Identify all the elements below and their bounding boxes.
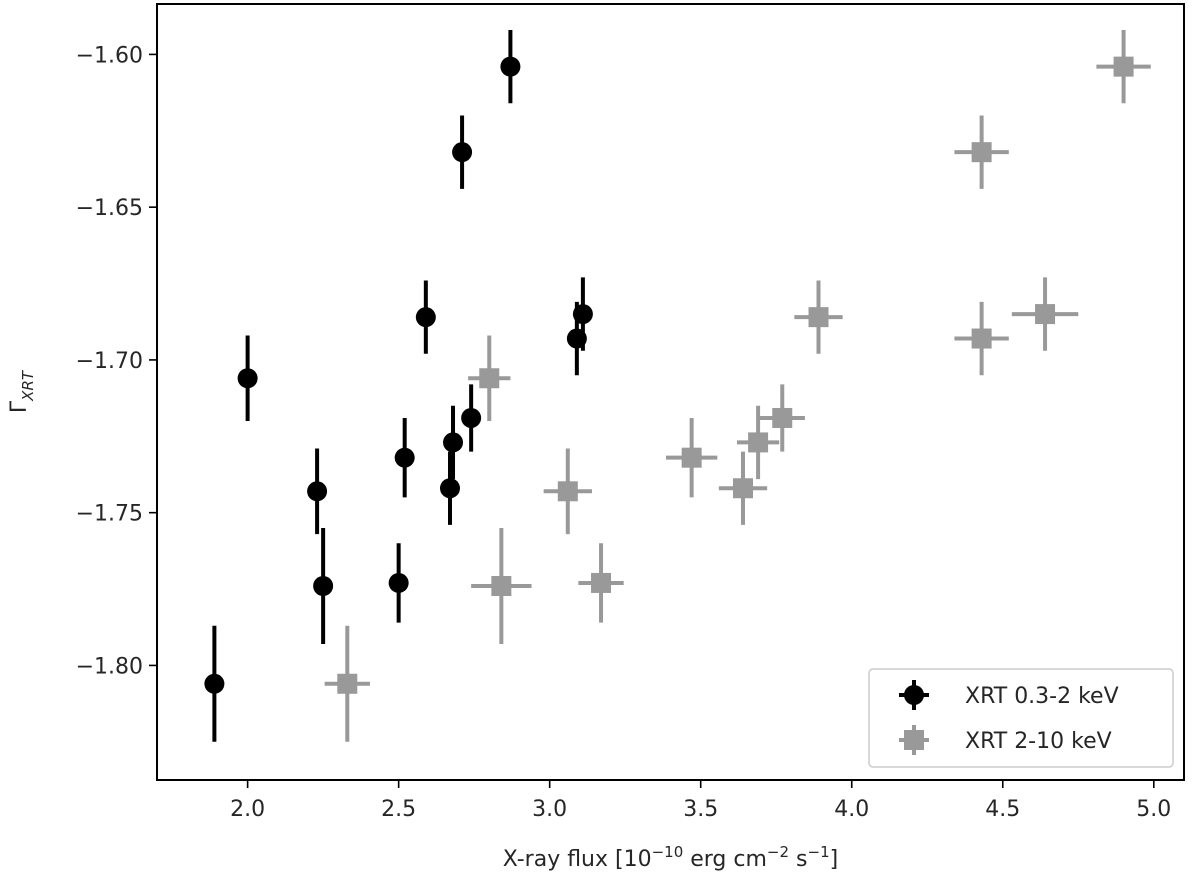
data-point-circle <box>394 447 415 468</box>
data-point-circle <box>313 576 334 596</box>
data-point-circle <box>388 572 409 593</box>
axis-ticks: 2.0 2.5 3.0 3.5 4.0 4.5 5.0 −1.60 −1.65 −1.70 −1.7… <box>76 43 1172 822</box>
data-point-square <box>479 368 500 389</box>
data-point-square <box>971 142 992 163</box>
y-axis-label: ΓXRT <box>7 369 37 413</box>
legend-box <box>868 668 1174 768</box>
x-tick-label: 4.5 <box>985 797 1020 822</box>
data-point-circle <box>415 307 436 328</box>
x-tick-label: 2.5 <box>381 797 416 822</box>
x-tick-label: 3.5 <box>683 797 718 822</box>
data-point-square <box>557 481 578 502</box>
data-point-circle <box>439 478 460 499</box>
data-point-square <box>971 328 992 349</box>
series-0 <box>204 29 593 742</box>
data-point-square <box>1113 56 1134 77</box>
x-tick-label: 5.0 <box>1136 797 1171 822</box>
legend-label: XRT 0.3-2 keV <box>965 684 1119 709</box>
legend-marker-circle <box>904 685 924 705</box>
data-point-circle <box>443 432 464 453</box>
legend: XRT 0.3-2 keV XRT 2-10 keV <box>868 668 1174 768</box>
legend-item: XRT 0.3-2 keV <box>899 680 1119 710</box>
data-point-circle <box>500 56 521 77</box>
data-point-square <box>491 576 512 596</box>
legend-marker-square <box>904 730 924 750</box>
legend-items: XRT 0.3-2 keV XRT 2-10 keV <box>899 680 1119 755</box>
x-axis-label: X-ray flux [10−10 erg cm−2 s−1] <box>503 843 838 872</box>
x-tick-label: 2.0 <box>230 797 265 822</box>
data-point-square <box>681 447 702 468</box>
legend-item: XRT 2-10 keV <box>899 725 1112 755</box>
y-tick-label: −1.65 <box>76 196 143 221</box>
data-point-square <box>808 307 829 328</box>
series-1 <box>324 29 1151 742</box>
data-points <box>204 29 1151 742</box>
y-tick-label: −1.70 <box>76 349 143 374</box>
data-point-circle <box>452 142 473 163</box>
y-tick-label: −1.80 <box>76 654 143 679</box>
data-point-square <box>732 478 753 499</box>
data-point-square <box>772 407 793 428</box>
data-point-square <box>1035 304 1056 325</box>
data-point-square <box>591 572 612 593</box>
data-point-circle <box>461 407 482 428</box>
legend-label: XRT 2-10 keV <box>965 729 1112 754</box>
x-tick-label: 3.0 <box>532 797 567 822</box>
data-point-circle <box>572 304 593 325</box>
plot-frame <box>156 3 1185 781</box>
data-point-circle <box>204 673 225 694</box>
y-tick-label: −1.75 <box>76 502 143 527</box>
y-tick-label: −1.60 <box>76 43 143 68</box>
data-point-circle <box>307 481 328 502</box>
x-tick-label: 4.0 <box>834 797 869 822</box>
data-point-circle <box>237 368 258 389</box>
data-point-square <box>748 432 769 453</box>
data-point-square <box>337 673 358 694</box>
